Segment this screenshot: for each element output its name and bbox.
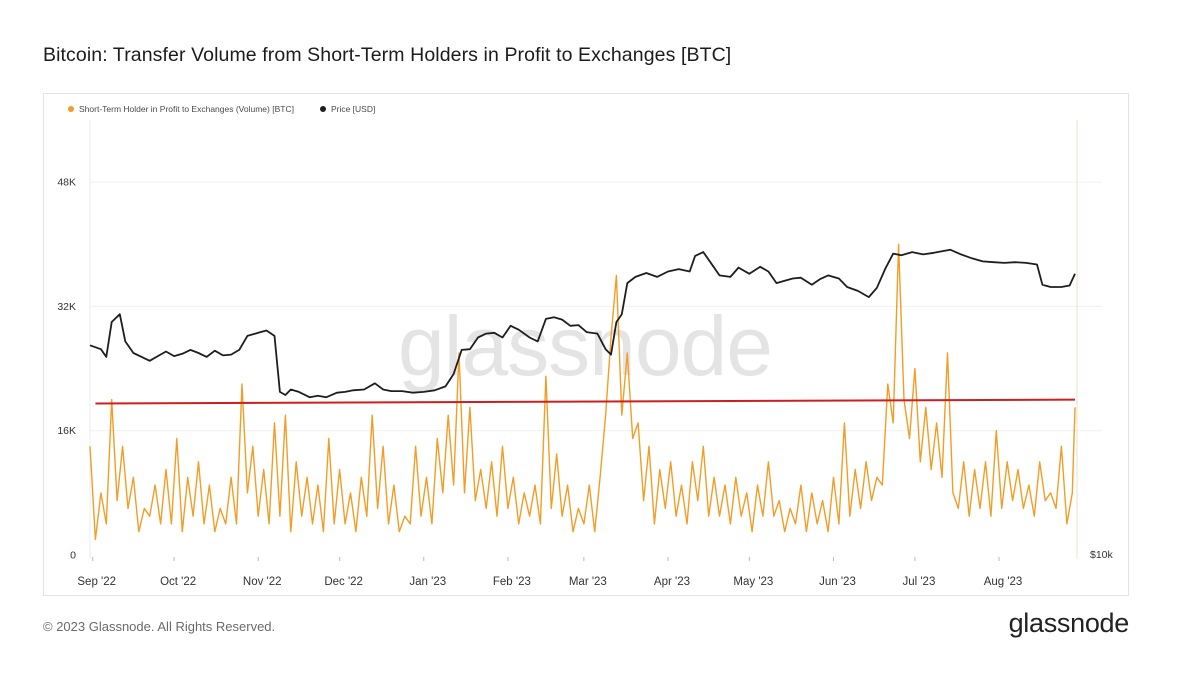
x-tick-label: Aug '23 [984,576,1023,588]
y-tick-label: 48K [57,177,76,189]
threshold-line [95,398,1076,405]
legend-dot-price-icon [319,106,326,112]
legend-item-volume[interactable]: Short-Term Holder in Profit to Exchanges… [68,104,294,114]
y-right-tick-label: $10k [1090,549,1114,561]
x-tick-label: Jun '23 [819,576,856,588]
copyright-text: © 2023 Glassnode. All Rights Reserved. [43,619,276,634]
legend-dot-volume-icon [68,106,74,112]
y-tick-label: 32K [57,301,76,313]
price-series-line [89,248,1076,399]
y-tick-label: 0 [70,550,76,562]
chart-legend: Short-Term Holder in Profit to Exchanges… [68,104,375,114]
chart-title: Bitcoin: Transfer Volume from Short-Term… [43,44,732,66]
brand-logo[interactable]: glassnode [1008,608,1130,638]
legend-item-price[interactable]: Price [USD] [319,104,376,114]
x-tick-label: May '23 [733,576,773,588]
x-tick-label: Jan '23 [409,576,446,588]
volume-series-line [89,243,1076,541]
x-tick-label: Nov '22 [243,576,282,588]
x-tick-label: Dec '22 [324,576,363,588]
x-tick-label: Apr '23 [654,576,690,588]
y-tick-label: 16K [57,425,76,437]
chart-frame [43,93,1129,596]
x-tick-label: Feb '23 [493,576,531,588]
legend-label-volume: Short-Term Holder in Profit to Exchanges… [79,104,294,114]
x-tick-label: Mar '23 [569,576,607,588]
legend-label-price: Price [USD] [330,104,376,114]
x-tick-label: Jul '23 [902,576,935,588]
x-tick-label: Oct '22 [160,576,196,588]
x-tick-label: Sep '22 [77,576,116,588]
